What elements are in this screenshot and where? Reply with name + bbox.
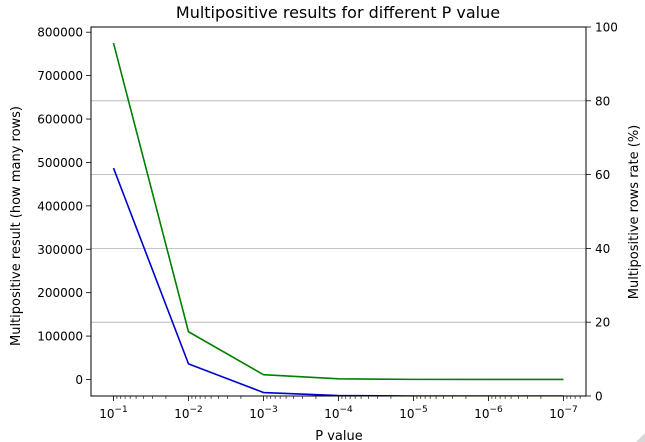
x-tick-label: 10−4 — [324, 405, 353, 421]
x-axis-label: P value — [315, 429, 362, 442]
left-y-axis: 0 100000 200000 300000 400000 500000 600000 700… — [37, 26, 91, 387]
plot-frame — [90, 26, 587, 397]
series-line-1 — [112, 42, 564, 381]
right-y-tick-label: 60 — [595, 168, 610, 182]
left-y-tick-label: 200000 — [37, 286, 83, 300]
left-y-tick-label: 800000 — [37, 26, 83, 40]
resize-grip[interactable] — [636, 433, 645, 442]
x-tick-label: 10−5 — [399, 405, 428, 421]
left-y-tick-label: 700000 — [37, 69, 83, 83]
series-line-2 — [112, 167, 564, 396]
right-y-axis: 0 20 40 60 80 100 — [586, 21, 618, 404]
left-y-tick-label: 100000 — [37, 330, 83, 344]
left-y-tick-label: 0 — [75, 373, 83, 387]
right-y-tick-label: 0 — [595, 390, 603, 404]
x-tick-label: 10−1 — [99, 405, 128, 421]
x-tick-label: 10−3 — [249, 405, 278, 421]
x-tick-label: 10−7 — [549, 405, 578, 421]
left-y-tick-label: 300000 — [37, 243, 83, 257]
x-axis: 10−1 10−2 10−3 10−4 10−5 10−6 10−7 — [99, 396, 581, 421]
right-y-tick-label: 20 — [595, 316, 610, 330]
right-axis-gridlines — [91, 100, 586, 323]
chart-series — [112, 42, 564, 396]
left-y-axis-label: Multipositive result (how many rows) — [9, 106, 24, 346]
left-y-tick-label: 500000 — [37, 156, 83, 170]
x-tick-label: 10−6 — [474, 405, 503, 421]
left-y-tick-label: 600000 — [37, 113, 83, 127]
right-y-tick-label: 80 — [595, 94, 610, 108]
x-tick-label: 10−2 — [174, 405, 203, 421]
right-y-tick-label: 40 — [595, 242, 610, 256]
right-y-axis-label: Multipositive rows rate (%) — [627, 125, 642, 299]
right-y-tick-label: 100 — [595, 21, 618, 35]
chart-title: Multipositive results for different P va… — [176, 3, 500, 22]
left-y-tick-label: 400000 — [37, 199, 83, 213]
